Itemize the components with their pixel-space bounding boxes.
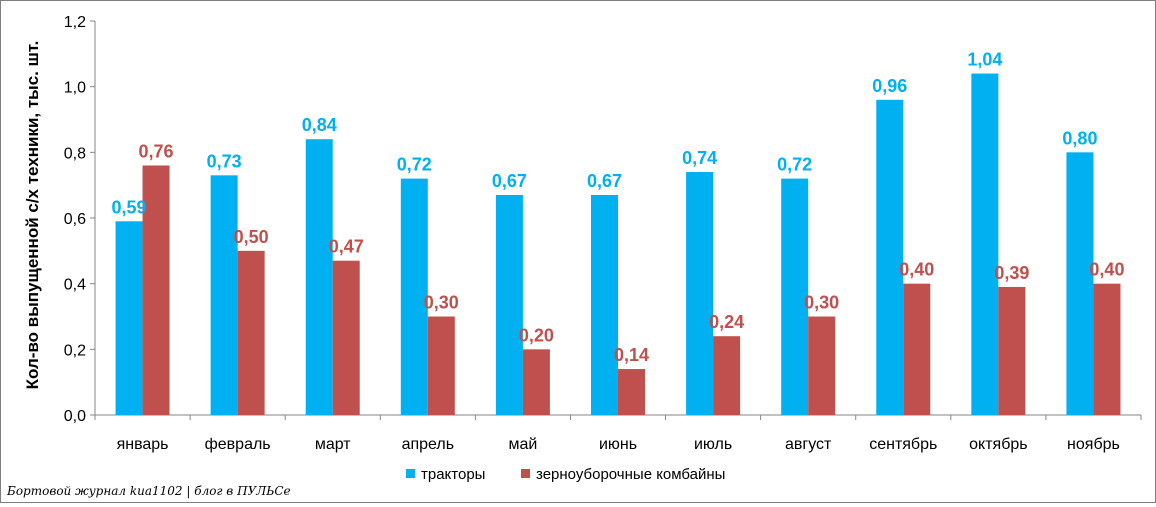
data-label: 0,50 (234, 227, 269, 247)
y-tick-labels: 0,0 0,2 0,4 0,6 0,8 1,0 1,2 (64, 14, 86, 425)
bar (998, 286, 1026, 415)
bar (495, 195, 523, 415)
data-label: 0,14 (614, 345, 649, 365)
bar (713, 336, 741, 415)
y-tick-label: 0,8 (64, 145, 86, 162)
data-label: 0,24 (709, 312, 744, 332)
bars (115, 73, 1121, 416)
data-label: 0,40 (899, 260, 934, 280)
y-tick-label: 1,0 (64, 80, 86, 97)
bar (1093, 283, 1121, 415)
data-label: 0,67 (492, 171, 527, 191)
bar (971, 73, 999, 416)
x-tick-label: октябрь (969, 436, 1027, 453)
data-label: 0,40 (1089, 260, 1124, 280)
data-labels: 0,59 0,73 0,84 0,72 0,67 0,67 0,74 0,72 0,96 1,04… (112, 50, 1125, 365)
y-tick-label: 1,2 (64, 14, 86, 31)
x-tick-label: февраль (205, 436, 271, 453)
x-tick-label: ноябрь (1067, 436, 1120, 453)
bar (332, 260, 360, 415)
data-label: 0,96 (872, 76, 907, 96)
bar (400, 178, 428, 415)
bar (781, 178, 809, 415)
bar (142, 165, 170, 415)
data-label: 0,72 (777, 155, 812, 175)
bar (1066, 152, 1094, 416)
data-label: 0,20 (519, 325, 554, 345)
bar (522, 349, 550, 415)
bar (115, 221, 143, 415)
x-tick-labels: январь февраль март апрель май июнь июль август… (117, 436, 1120, 453)
bar (808, 316, 836, 415)
legend-label: тракторы (421, 466, 485, 483)
data-label: 0,67 (587, 171, 622, 191)
data-label: 0,47 (329, 237, 364, 257)
bar (427, 316, 455, 415)
bar (591, 195, 618, 415)
bar (618, 369, 645, 415)
x-tick-label: август (785, 436, 832, 453)
data-label: 0,59 (112, 197, 147, 217)
y-tick-label: 0,6 (64, 211, 86, 228)
bar (237, 250, 265, 415)
x-tick-label: сентябрь (869, 436, 937, 453)
data-label: 1,04 (967, 50, 1002, 70)
x-tick-label: март (315, 436, 351, 453)
y-tick-label: 0,2 (64, 342, 86, 359)
x-tick-label: июнь (599, 436, 637, 453)
legend: тракторы зерноуборочные комбайны (406, 466, 725, 483)
bar (686, 172, 714, 415)
x-tick-label: апрель (402, 436, 455, 453)
y-tick-label: 0,4 (64, 277, 86, 294)
data-label: 0,84 (302, 115, 337, 135)
y-axis-label: Кол-во выпущенной с/х техники, тыс. шт. (23, 41, 42, 390)
legend-label: зерноуборочные комбайны (536, 466, 725, 483)
data-label: 0,30 (424, 293, 459, 313)
footer-credit: Бортовой журнал kua1102 | блог в ПУЛЬСе (7, 484, 291, 498)
data-label: 0,39 (994, 263, 1029, 283)
bar (305, 139, 333, 415)
data-label: 0,72 (397, 155, 432, 175)
bar (210, 175, 238, 415)
legend-swatch (406, 469, 415, 478)
bar (903, 283, 931, 415)
x-tick-label: июль (694, 436, 732, 453)
data-label: 0,73 (207, 151, 242, 171)
data-label: 0,30 (804, 293, 839, 313)
x-tick-label: май (508, 436, 537, 453)
x-tick-label: январь (117, 436, 169, 453)
data-label: 0,80 (1062, 128, 1097, 148)
data-label: 0,74 (682, 148, 717, 168)
data-label: 0,76 (139, 141, 174, 161)
y-tick-label: 0,0 (64, 408, 86, 425)
bar (876, 99, 904, 416)
legend-swatch (521, 469, 530, 478)
